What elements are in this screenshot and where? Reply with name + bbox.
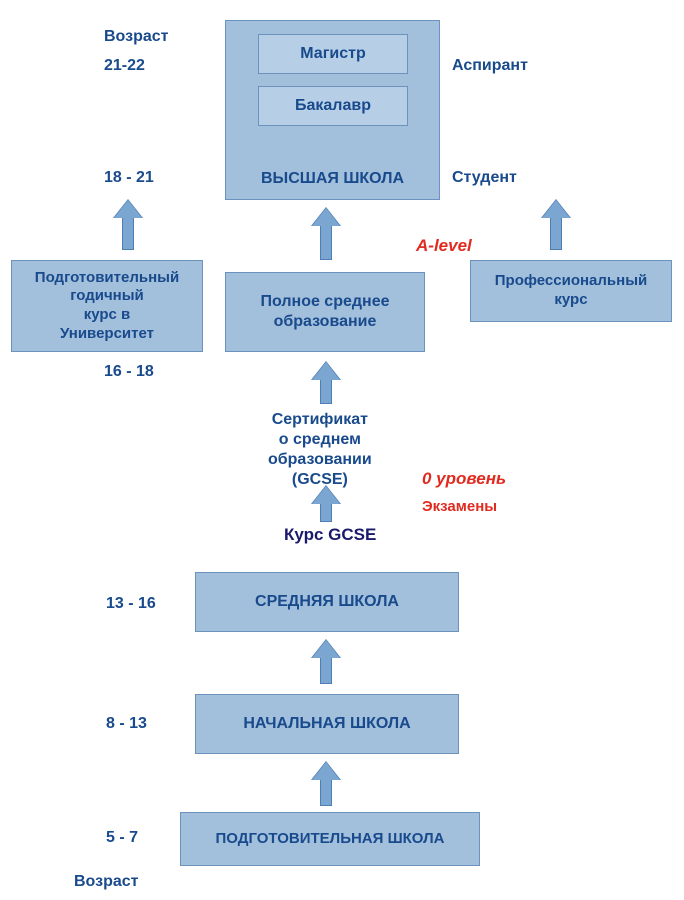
label-age-18-21: 18 - 21 — [104, 168, 154, 188]
label-age-21-22: 21-22 — [104, 56, 145, 76]
arrow-2 — [312, 208, 340, 260]
box-primary-school: НАЧАЛЬНАЯ ШКОЛА — [195, 694, 459, 754]
label-age-5-7: 5 - 7 — [106, 828, 138, 848]
label-course-gcse: Курс GCSE — [284, 524, 376, 545]
box-bachelor: Бакалавр — [258, 86, 408, 126]
label-prep-uni: Подготовительный годичный курс в Универс… — [35, 269, 179, 344]
label-aspirant: Аспирант — [452, 56, 528, 76]
label-full-secondary: Полное среднее образование — [260, 292, 389, 332]
label-age-16-18: 16 - 18 — [104, 362, 154, 382]
label-age-13-16: 13 - 16 — [106, 594, 156, 614]
label-magister: Магистр — [300, 44, 365, 64]
label-age-top: Возраст — [104, 27, 168, 47]
label-cert-gcse: Сертификат о среднем образовании (GCSE) — [268, 410, 372, 490]
label-middle-school: СРЕДНЯЯ ШКОЛА — [255, 592, 399, 612]
arrow-4 — [312, 362, 340, 404]
arrow-3 — [542, 200, 570, 250]
box-magister: Магистр — [258, 34, 408, 74]
label-age-bottom: Возраст — [74, 872, 138, 892]
label-higher-school: ВЫСШАЯ ШКОЛА — [226, 169, 439, 189]
arrow-5 — [312, 486, 340, 522]
arrow-7 — [312, 762, 340, 806]
label-bachelor: Бакалавр — [295, 96, 371, 116]
label-age-8-13: 8 - 13 — [106, 714, 147, 734]
label-exams: Экзамены — [422, 498, 497, 517]
label-primary-school: НАЧАЛЬНАЯ ШКОЛА — [243, 714, 410, 734]
arrow-6 — [312, 640, 340, 684]
label-student: Студент — [452, 168, 517, 188]
label-prep-school: ПОДГОТОВИТЕЛЬНАЯ ШКОЛА — [216, 830, 445, 849]
label-a-level: A-level — [416, 235, 472, 256]
arrow-1 — [114, 200, 142, 250]
box-professional: Профессиональный курс — [470, 260, 672, 322]
box-middle-school: СРЕДНЯЯ ШКОЛА — [195, 572, 459, 632]
box-prep-school: ПОДГОТОВИТЕЛЬНАЯ ШКОЛА — [180, 812, 480, 866]
box-prep-uni: Подготовительный годичный курс в Универс… — [11, 260, 203, 352]
label-level-0: 0 уровень — [422, 468, 506, 489]
box-full-secondary: Полное среднее образование — [225, 272, 425, 352]
label-professional: Профессиональный курс — [495, 272, 648, 310]
